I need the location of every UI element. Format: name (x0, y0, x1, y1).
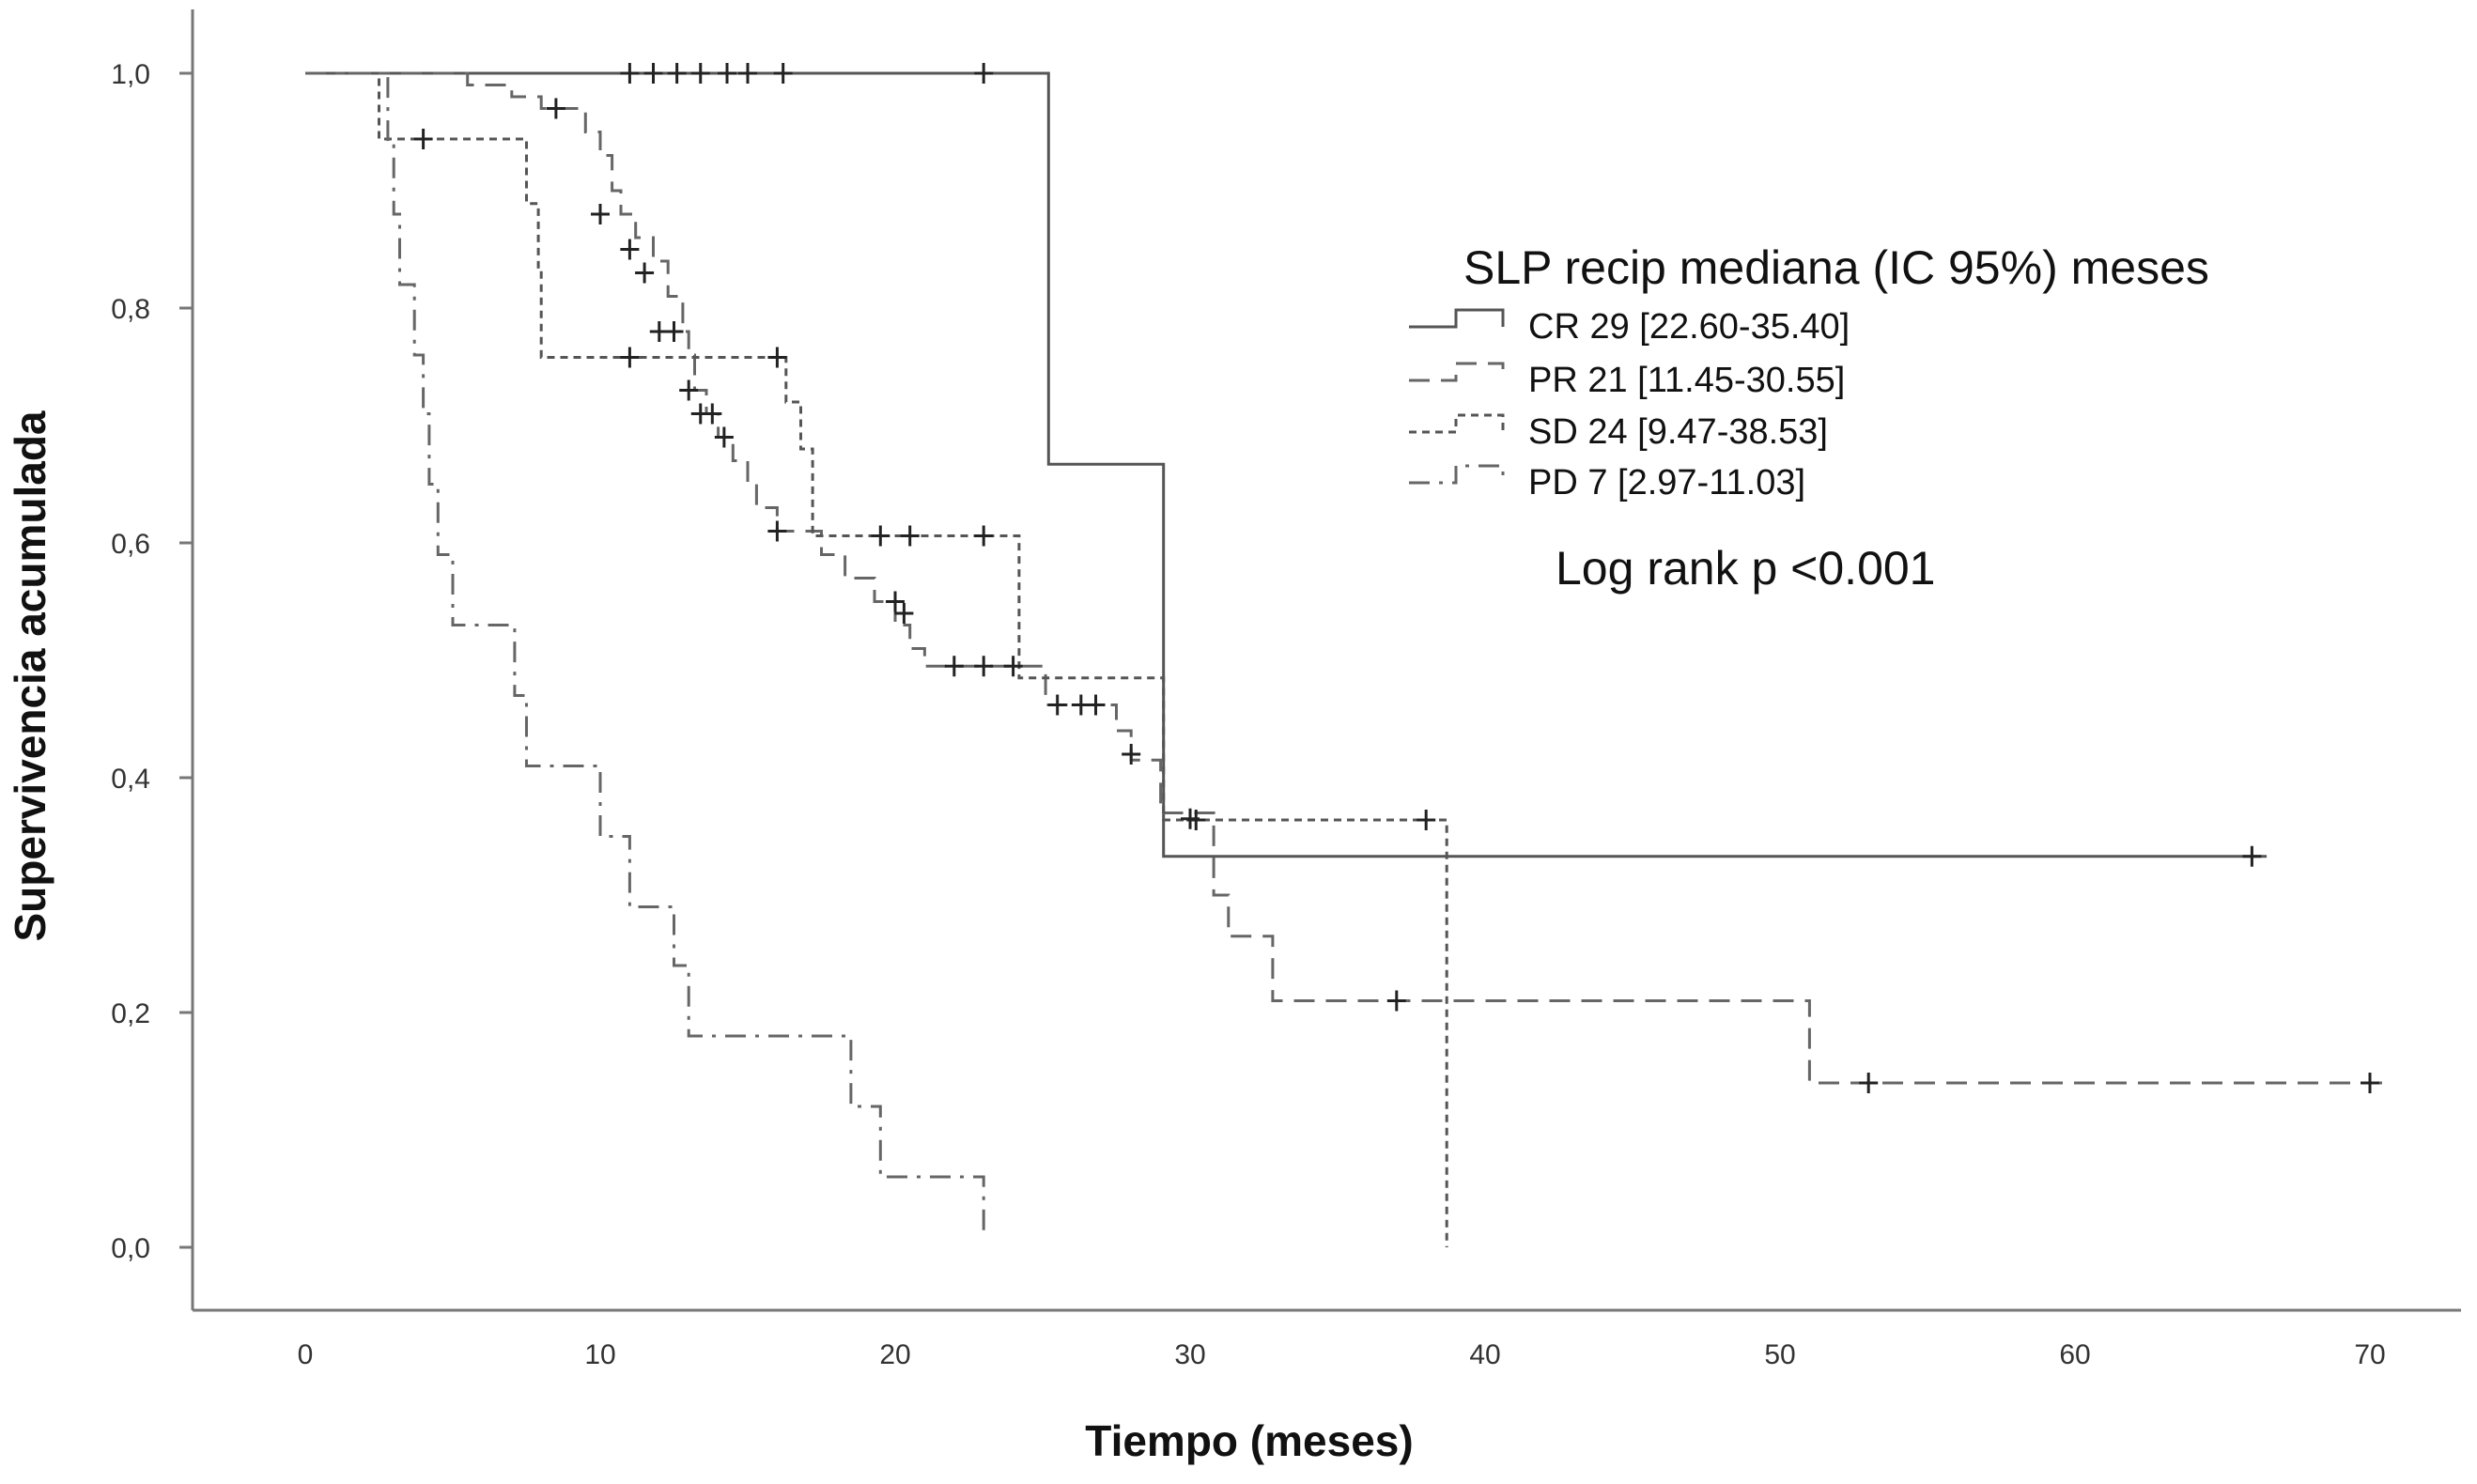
censor-mark (718, 63, 737, 84)
curve-pd (305, 71, 985, 1236)
censor-mark (1122, 744, 1141, 765)
censor-mark (546, 98, 565, 119)
legend-item-pr: PR 21 [11.45-30.55] (1409, 361, 1845, 400)
legend-swatch (1409, 308, 1505, 329)
legend-items: CR 29 [22.60-35.40] PR 21 [11.45-30.55] SD… (1409, 307, 1850, 502)
x-tick-label: 60 (2059, 1339, 2090, 1370)
legend-item-cr: CR 29 [22.60-35.40] (1409, 307, 1850, 347)
censor-mark (738, 63, 757, 84)
legend-swatch (1409, 362, 1505, 382)
curve-cr (305, 71, 2268, 858)
y-tick-label: 0,2 (111, 998, 150, 1029)
censor-mark (2242, 845, 2262, 867)
legend: SLP recip mediana (IC 95%) meses CR 29 [… (1409, 241, 2209, 502)
y-tick-label: 0,0 (111, 1233, 150, 1264)
censor-mark (1186, 810, 1206, 830)
censor-mark (974, 63, 994, 84)
legend-label: PR 21 [11.45-30.55] (1528, 361, 1845, 400)
legend-label: CR 29 [22.60-35.40] (1528, 307, 1850, 347)
x-tick-label: 0 (298, 1339, 314, 1370)
y-tick-label: 0,6 (111, 529, 150, 560)
censor-mark (620, 63, 640, 84)
axis-ticks: 0,0 0,2 0,4 0,6 0,8 1,0 0 10 20 30 40 50 60 70 (111, 59, 2385, 1370)
censor-mark (900, 525, 920, 547)
censor-mark (886, 591, 905, 612)
censor-mark (944, 656, 964, 677)
legend-swatch (1409, 464, 1505, 485)
censor-mark (714, 426, 734, 448)
legend-label: SD 24 [9.47-38.53] (1528, 412, 1828, 452)
legend-label: PD 7 [2.97-11.03] (1528, 463, 1805, 502)
censor-mark (620, 239, 640, 260)
censor-mark (1386, 990, 1406, 1012)
curve-pr (305, 71, 2385, 1085)
censor-mark (871, 525, 890, 547)
legend-swatch (1409, 413, 1505, 434)
x-tick-label: 70 (2354, 1339, 2385, 1370)
censor-mark (679, 379, 699, 401)
censor-marks (413, 63, 2379, 1093)
censor-mark (974, 656, 994, 677)
censor-mark (1047, 694, 1067, 716)
y-tick-label: 1,0 (111, 59, 150, 90)
censor-mark (690, 63, 710, 84)
x-tick-label: 10 (584, 1339, 615, 1370)
censor-mark (591, 204, 610, 224)
y-axis-title: Supervivencia acumulada (6, 410, 54, 941)
censor-mark (664, 321, 684, 342)
censor-mark (1086, 694, 1106, 716)
censor-mark (620, 347, 640, 368)
log-rank-annotation: Log rank p <0.001 (1556, 542, 1936, 595)
y-tick-label: 0,4 (111, 764, 150, 795)
legend-title: SLP recip mediana (IC 95%) meses (1463, 241, 2209, 294)
censor-mark (773, 63, 793, 84)
x-tick-label: 40 (1469, 1339, 1500, 1370)
censor-mark (1003, 656, 1023, 677)
censor-mark (413, 129, 433, 149)
censor-mark (703, 403, 722, 425)
censor-mark (974, 525, 994, 547)
x-tick-label: 20 (879, 1339, 910, 1370)
censor-mark (2361, 1073, 2379, 1093)
censor-mark (894, 603, 914, 624)
y-tick-label: 0,8 (111, 294, 150, 325)
censor-mark (767, 347, 787, 368)
censor-mark (635, 262, 655, 284)
censor-mark (667, 63, 687, 84)
censor-mark (643, 63, 663, 84)
x-tick-label: 50 (1764, 1339, 1795, 1370)
censor-mark (1859, 1073, 1879, 1093)
axes (191, 9, 2461, 1312)
legend-item-pd: PD 7 [2.97-11.03] (1409, 463, 1805, 502)
censor-mark (767, 520, 787, 542)
censor-mark (1417, 810, 1436, 830)
legend-item-sd: SD 24 [9.47-38.53] (1409, 412, 1828, 452)
x-tick-label: 30 (1174, 1339, 1205, 1370)
x-axis-title: Tiempo (meses) (1085, 1416, 1413, 1465)
curve-sd (305, 71, 1448, 1247)
